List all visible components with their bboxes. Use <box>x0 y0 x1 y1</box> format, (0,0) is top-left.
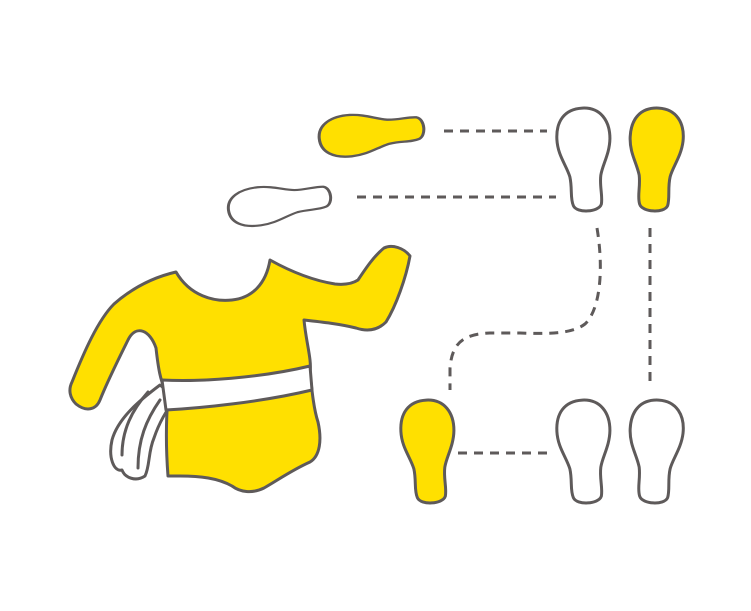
connector-curve <box>448 227 602 390</box>
stance-1-right-footprint-icon <box>624 105 687 214</box>
stance-3-right-footprint-icon <box>624 397 687 506</box>
belt-tail-fold-icon <box>120 390 162 470</box>
right-foot-in-air-icon <box>224 175 335 231</box>
stance-1-left-footprint-icon <box>553 105 616 214</box>
stance-2-left-footprint-icon <box>397 397 460 506</box>
stance-3-left-footprint-icon <box>553 397 616 506</box>
left-foot-in-air-icon <box>315 105 428 162</box>
leotard-figure <box>68 244 412 494</box>
belt-icon <box>160 364 314 412</box>
leotard-icon <box>68 244 412 494</box>
